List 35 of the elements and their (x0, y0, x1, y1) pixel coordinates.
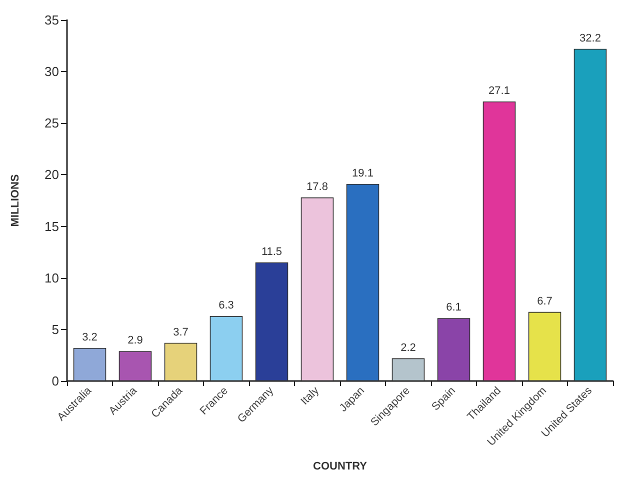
bar (210, 316, 243, 381)
y-tick-label: 15 (44, 218, 59, 234)
data-label: 6.7 (537, 295, 552, 308)
data-label: 3.2 (82, 331, 98, 344)
y-tick-label: 30 (44, 64, 59, 80)
data-label: 27.1 (488, 84, 510, 97)
y-tick-label: 25 (44, 116, 59, 131)
bar (255, 262, 288, 381)
data-label: 2.2 (400, 342, 416, 354)
y-tick-label: 35 (44, 12, 59, 28)
x-axis-title: COUNTRY (313, 460, 368, 472)
bar (118, 351, 152, 381)
y-tick-label: 5 (52, 322, 59, 337)
y-tick-label: 10 (44, 270, 59, 286)
bar (528, 312, 562, 381)
data-label: 2.9 (128, 334, 143, 347)
data-label: 19.1 (352, 167, 374, 180)
data-label: 11.5 (261, 246, 282, 258)
bar (574, 48, 607, 381)
bar (482, 101, 516, 381)
y-axis-title: MILLIONS (10, 174, 22, 227)
x-tick-label: Italy (298, 384, 322, 408)
bar (300, 197, 334, 381)
bar (392, 358, 425, 381)
bar (437, 318, 470, 381)
data-label: 17.8 (306, 180, 328, 193)
bar (164, 342, 198, 381)
data-label: 6.1 (446, 302, 462, 314)
data-label: 3.7 (173, 326, 188, 338)
bar (346, 184, 380, 381)
data-label: 6.3 (218, 300, 234, 312)
bar (73, 348, 106, 381)
y-tick-label: 20 (44, 167, 59, 182)
data-label: 32.2 (580, 32, 601, 44)
y-tick-label: 0 (52, 374, 59, 388)
